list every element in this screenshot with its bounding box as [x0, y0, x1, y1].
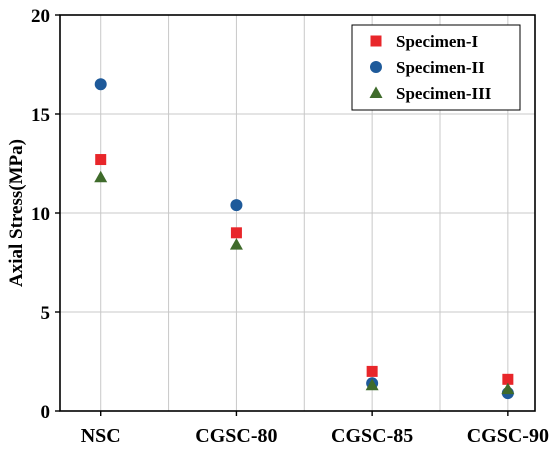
- legend-label: Specimen-I: [396, 32, 479, 51]
- legend: Specimen-I Specimen-II Specimen-III: [351, 24, 521, 111]
- legend-label: Specimen-III: [396, 84, 492, 103]
- y-tick-label: 0: [41, 402, 51, 423]
- x-tick-label: CGSC-90: [467, 425, 549, 447]
- data-point-square: [366, 365, 378, 377]
- data-point-square: [95, 154, 107, 166]
- data-points: [94, 78, 515, 400]
- data-point-circle: [230, 199, 243, 212]
- data-point-triangle: [229, 238, 243, 250]
- y-tick-label: 15: [31, 105, 50, 126]
- legend-marker-circle: [370, 61, 382, 73]
- x-tick-label: NSC: [81, 425, 121, 447]
- y-tick-label: 20: [31, 6, 50, 27]
- data-point-square: [230, 227, 242, 239]
- legend-marker-square: [370, 35, 382, 47]
- data-point-square: [502, 373, 514, 385]
- data-point-triangle: [501, 382, 515, 395]
- x-tick-label: CGSC-80: [195, 425, 277, 447]
- y-tick-label: 10: [31, 204, 50, 225]
- x-axis: NSC CGSC-80 CGSC-85 CGSC-90: [81, 411, 549, 447]
- x-tick-label: CGSC-85: [331, 425, 413, 447]
- data-point-triangle: [365, 378, 379, 391]
- y-axis: 0 5 10 15 20: [31, 6, 60, 423]
- y-axis-title: Axial Stress(MPa): [6, 139, 27, 287]
- y-tick-label: 5: [41, 303, 51, 324]
- legend-marker-triangle: [369, 86, 383, 98]
- legend-label: Specimen-II: [396, 58, 485, 77]
- data-point-circle: [94, 78, 107, 91]
- data-point-triangle: [94, 170, 108, 183]
